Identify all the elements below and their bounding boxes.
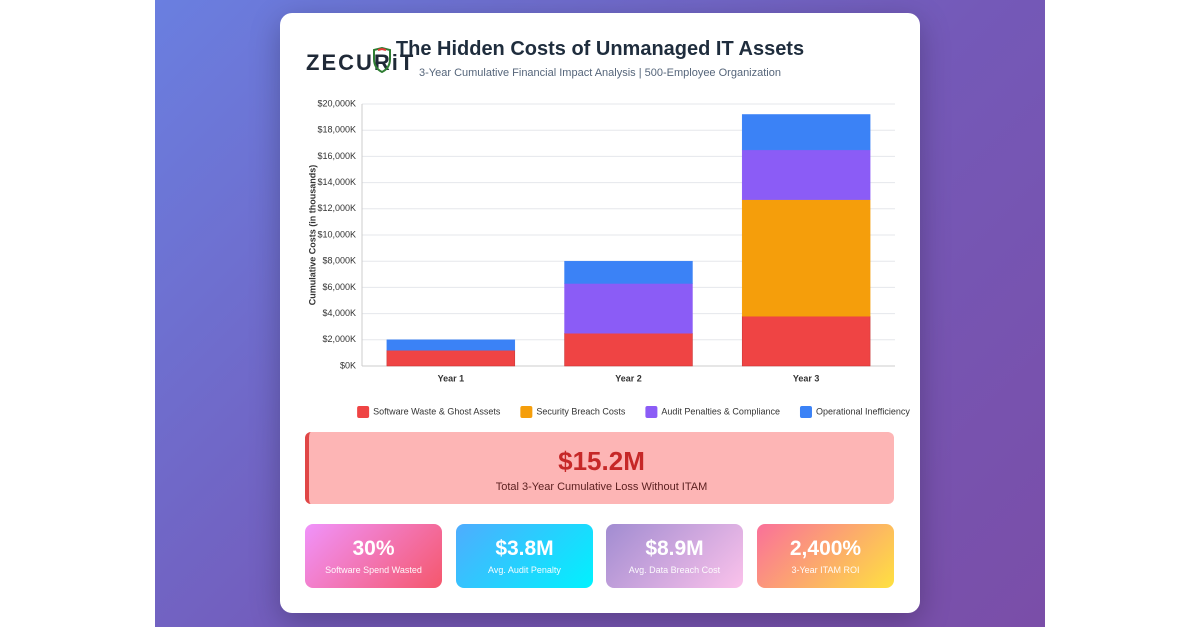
logo: ZECURiT [306, 50, 416, 75]
y-tick-label: $0K [340, 360, 356, 370]
stat-value: $3.8M [495, 537, 554, 560]
legend-label: Operational Inefficiency [816, 406, 910, 416]
bar-segment [564, 283, 693, 334]
stat-value: $8.9M [645, 537, 704, 560]
stat-value: 2,400% [789, 537, 862, 560]
stat-card: 2,400% 3-Year ITAM ROI [757, 524, 894, 588]
y-tick-label: $6,000K [322, 282, 356, 292]
stat-card: 30% Software Spend Wasted [305, 524, 442, 588]
y-tick-label: $4,000K [322, 308, 356, 318]
logo-shield [373, 47, 391, 73]
y-tick-label: $2,000K [322, 334, 356, 344]
y-tick-label: $20,000K [317, 98, 356, 108]
stat-card: $3.8M Avg. Audit Penalty [456, 524, 593, 588]
x-tick-label: Year 1 [438, 373, 465, 383]
legend-swatch [520, 406, 533, 418]
bar-segment [564, 333, 693, 367]
stat-value: 30% [352, 537, 395, 560]
stat-label: Avg. Audit Penalty [488, 565, 561, 575]
y-tick-label: $18,000K [317, 125, 356, 135]
summary-label: Total 3-Year Cumulative Loss Without ITA… [495, 481, 708, 493]
y-tick-label: $12,000K [317, 203, 356, 213]
chart: Cumulative Costs (in thousands) $0K $2,00… [307, 98, 910, 418]
stat-label: Avg. Data Breach Cost [628, 565, 721, 575]
bar-segment [741, 114, 871, 151]
legend-label: Audit Penalties & Compliance [661, 406, 780, 416]
stat-card: $8.9M Avg. Data Breach Cost [606, 524, 743, 588]
y-tick-label: $8,000K [322, 256, 356, 266]
x-tick-label: Year 2 [615, 373, 642, 383]
legend-swatch [357, 406, 370, 418]
summary-value: $15.2M [558, 446, 645, 476]
chart-subtitle: 3-Year Cumulative Financial Impact Analy… [419, 67, 781, 79]
bar-segment [386, 339, 516, 351]
legend-label: Software Waste & Ghost Assets [373, 406, 501, 416]
card: ZECURiT The Hidden Costs of Unmanaged IT… [280, 13, 920, 613]
stat-label: 3-Year ITAM ROI [791, 565, 860, 575]
y-tick-label: $10,000K [317, 229, 356, 239]
bar-segment [741, 199, 871, 317]
bar-segment [741, 149, 871, 200]
legend-swatch [645, 406, 658, 418]
x-tick-label: Year 3 [793, 373, 820, 383]
y-tick-label: $14,000K [317, 177, 356, 187]
bar-segment [741, 315, 871, 367]
legend-swatch [799, 406, 812, 418]
chart-title: The Hidden Costs of Unmanaged IT Assets [395, 38, 805, 60]
bar-segment [386, 350, 516, 367]
legend-label: Security Breach Costs [536, 406, 626, 416]
bar-segment [564, 260, 693, 284]
summary-box: $15.2M Total 3-Year Cumulative Loss With… [305, 432, 894, 504]
y-tick-label: $16,000K [317, 151, 356, 161]
stat-label: Software Spend Wasted [325, 565, 422, 575]
y-axis-label: Cumulative Costs (in thousands) [307, 165, 317, 306]
